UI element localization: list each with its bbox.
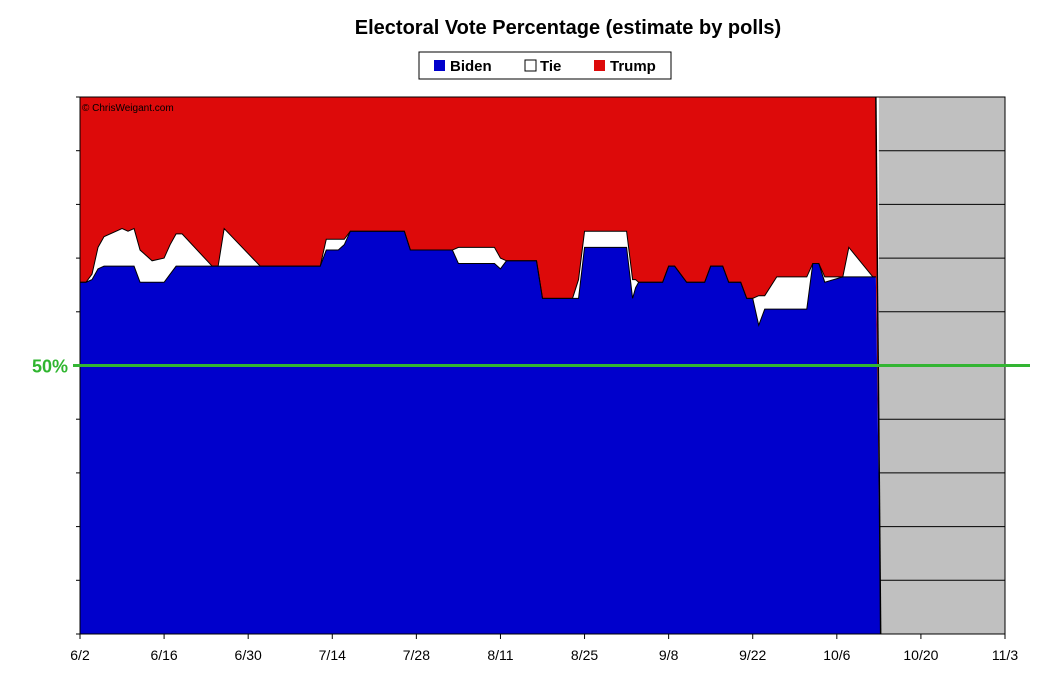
x-tick-label: 9/8 — [659, 647, 679, 663]
x-tick-label: 10/20 — [903, 647, 938, 663]
biden-area — [80, 231, 881, 634]
x-tick-label: 11/3 — [992, 647, 1018, 663]
biden-tie-boundary — [80, 230, 876, 327]
fifty-percent-label: 50% — [32, 357, 68, 377]
legend-label-trump: Trump — [610, 58, 656, 75]
legend-swatch-biden — [434, 60, 445, 71]
x-tick-label: 9/22 — [739, 647, 766, 663]
legend-swatch-trump — [594, 60, 605, 71]
x-tick-label: 8/11 — [487, 647, 513, 663]
x-tick-label: 6/2 — [70, 647, 90, 663]
legend-label-tie: Tie — [540, 58, 561, 75]
x-axis: 6/2 6/16 6/30 7/14 7/28 8/11 8/25 9/8 9/22 10/6 10… — [70, 634, 1018, 663]
x-tick-label: 7/28 — [403, 647, 430, 663]
chart-credit: © ChrisWeigant.com — [82, 103, 174, 114]
x-tick-label: 6/16 — [150, 647, 177, 663]
reference-line-group: 50% — [32, 357, 1030, 377]
legend: Biden Tie Trump — [418, 51, 672, 80]
chart-title: Electoral Vote Percentage (estimate by p… — [355, 17, 781, 39]
legend-box — [418, 51, 672, 80]
x-tick-label: 8/25 — [571, 647, 598, 663]
x-tick-label: 7/14 — [319, 647, 346, 663]
legend-label-biden: Biden — [450, 58, 492, 75]
legend-swatch-tie — [524, 59, 537, 72]
x-tick-label: 10/6 — [823, 647, 850, 663]
x-tick-label: 6/30 — [235, 647, 262, 663]
